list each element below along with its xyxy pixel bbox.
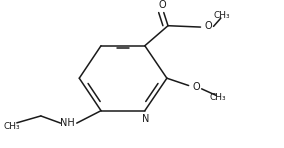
Text: NH: NH (60, 118, 75, 128)
Text: CH₃: CH₃ (214, 11, 231, 20)
Text: O: O (204, 21, 212, 31)
Text: CH₃: CH₃ (3, 122, 20, 131)
Text: O: O (158, 0, 166, 10)
Text: CH₃: CH₃ (209, 94, 226, 102)
Text: N: N (142, 114, 149, 124)
Text: O: O (193, 82, 200, 92)
